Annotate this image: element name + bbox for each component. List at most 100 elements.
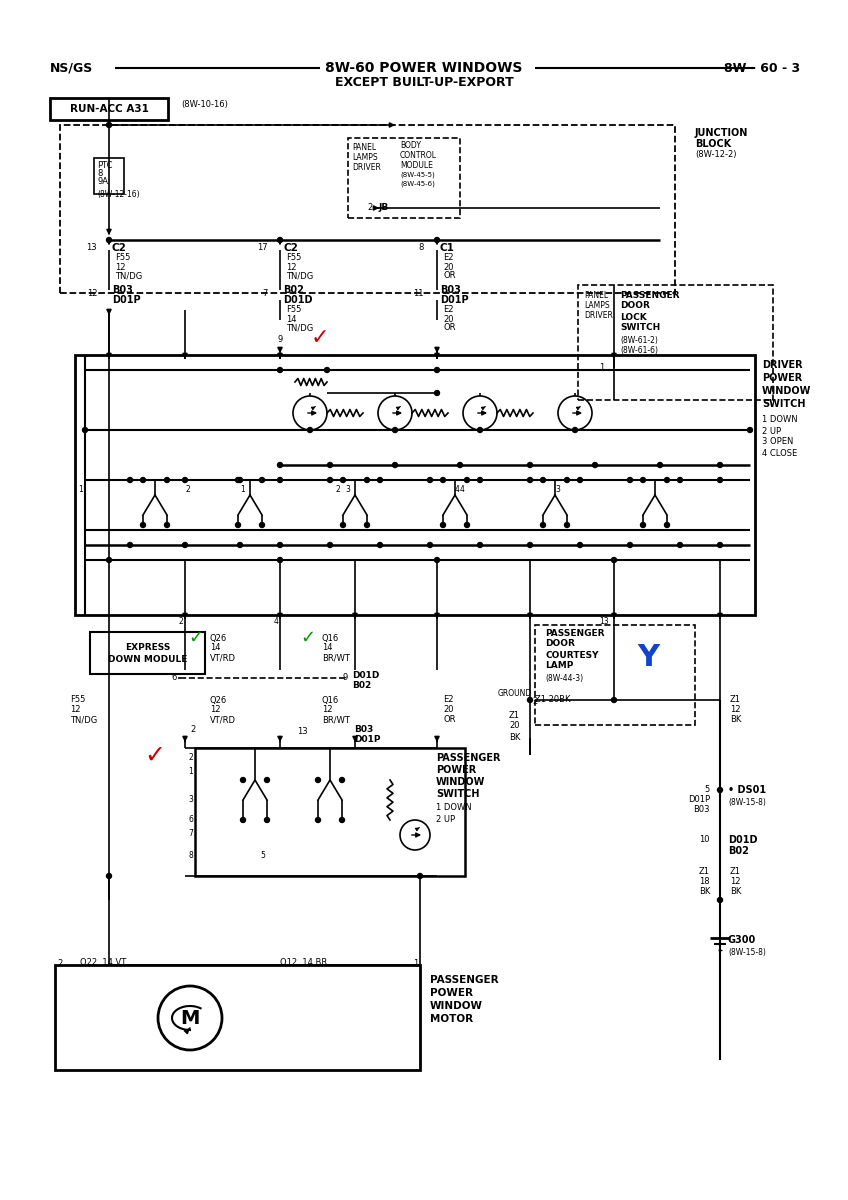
Text: NS/GS: NS/GS (50, 61, 93, 74)
Text: F55: F55 (70, 696, 86, 704)
Bar (348, 138, 460, 218)
Text: D01P: D01P (354, 736, 381, 744)
Text: BK: BK (699, 888, 710, 896)
Text: B03: B03 (440, 284, 460, 295)
Text: Q16: Q16 (322, 634, 339, 642)
Text: ✓: ✓ (144, 744, 165, 768)
Text: 2: 2 (178, 618, 183, 626)
Circle shape (527, 462, 533, 468)
Text: COURTESY: COURTESY (545, 650, 599, 660)
Text: BLOCK: BLOCK (695, 139, 731, 149)
Circle shape (678, 542, 683, 547)
Text: 14: 14 (322, 643, 332, 653)
Text: EXPRESS: EXPRESS (126, 643, 170, 653)
Circle shape (182, 542, 187, 547)
Circle shape (327, 478, 332, 482)
Text: 2: 2 (335, 486, 340, 494)
Text: 3: 3 (345, 486, 350, 494)
Text: 9A: 9A (97, 176, 108, 186)
Text: 1 DOWN: 1 DOWN (762, 415, 798, 425)
Text: D01P: D01P (440, 295, 469, 305)
Text: D01D: D01D (352, 671, 379, 679)
Circle shape (657, 462, 662, 468)
Text: 4 CLOSE: 4 CLOSE (762, 449, 797, 457)
Circle shape (477, 542, 483, 547)
Bar (50, 98, 168, 120)
Text: 4: 4 (460, 486, 465, 494)
Circle shape (565, 478, 570, 482)
Text: 13: 13 (298, 727, 308, 737)
Text: (8W-10-16): (8W-10-16) (181, 100, 228, 108)
Circle shape (440, 522, 445, 528)
Circle shape (540, 522, 545, 528)
Circle shape (365, 478, 370, 482)
Circle shape (417, 874, 422, 878)
Circle shape (127, 542, 132, 547)
Text: B03: B03 (694, 805, 710, 815)
Text: M: M (181, 1008, 199, 1027)
Text: WINDOW: WINDOW (430, 1001, 483, 1010)
Text: 13: 13 (600, 618, 609, 626)
Text: 20: 20 (443, 706, 454, 714)
Circle shape (665, 522, 670, 528)
Circle shape (377, 542, 382, 547)
Text: 7: 7 (188, 828, 193, 838)
Text: 6: 6 (188, 816, 193, 824)
Text: 3 OPEN: 3 OPEN (762, 438, 794, 446)
Bar (535, 625, 695, 725)
Circle shape (628, 478, 633, 482)
Circle shape (265, 817, 270, 822)
Circle shape (277, 542, 282, 547)
Circle shape (107, 122, 111, 127)
Text: G300: G300 (728, 935, 756, 946)
Text: PASSENGER: PASSENGER (430, 974, 499, 985)
Circle shape (241, 778, 246, 782)
Text: 1: 1 (599, 364, 604, 372)
Circle shape (717, 898, 722, 902)
Circle shape (339, 817, 344, 822)
Bar (75, 355, 755, 614)
Text: 9: 9 (343, 673, 348, 683)
Text: ✓: ✓ (300, 629, 315, 647)
Text: 1: 1 (188, 768, 193, 776)
Circle shape (527, 478, 533, 482)
Text: POWER: POWER (762, 373, 802, 383)
Circle shape (565, 522, 570, 528)
Text: (8W-61-2): (8W-61-2) (620, 336, 658, 344)
Text: DRIVER: DRIVER (762, 360, 802, 370)
Circle shape (577, 478, 583, 482)
Text: WINDOW: WINDOW (436, 778, 485, 787)
Circle shape (107, 874, 111, 878)
Text: MODULE: MODULE (400, 161, 432, 169)
Circle shape (165, 522, 170, 528)
Text: POWER: POWER (436, 766, 477, 775)
Circle shape (527, 697, 533, 702)
Circle shape (717, 542, 722, 547)
Circle shape (678, 478, 683, 482)
Text: 4: 4 (455, 486, 460, 494)
Text: 11: 11 (414, 288, 424, 298)
Circle shape (427, 478, 432, 482)
Circle shape (393, 462, 398, 468)
Circle shape (327, 462, 332, 468)
Circle shape (341, 522, 345, 528)
Bar (90, 632, 205, 674)
Text: 12: 12 (70, 706, 81, 714)
Text: 1: 1 (78, 486, 83, 494)
Text: BK: BK (509, 732, 520, 742)
Text: D01P: D01P (688, 796, 710, 804)
Circle shape (477, 427, 483, 432)
Text: OR: OR (443, 324, 455, 332)
Text: 8: 8 (419, 244, 424, 252)
Circle shape (277, 558, 282, 563)
Text: EXCEPT BUILT-UP-EXPORT: EXCEPT BUILT-UP-EXPORT (335, 77, 513, 90)
Circle shape (377, 478, 382, 482)
Circle shape (465, 478, 470, 482)
Text: SWITCH: SWITCH (762, 398, 806, 409)
Circle shape (640, 478, 645, 482)
Circle shape (141, 478, 146, 482)
Text: TN/DG: TN/DG (70, 715, 98, 725)
Text: DOWN MODULE: DOWN MODULE (109, 655, 187, 665)
Text: 2: 2 (191, 726, 196, 734)
Circle shape (315, 778, 321, 782)
